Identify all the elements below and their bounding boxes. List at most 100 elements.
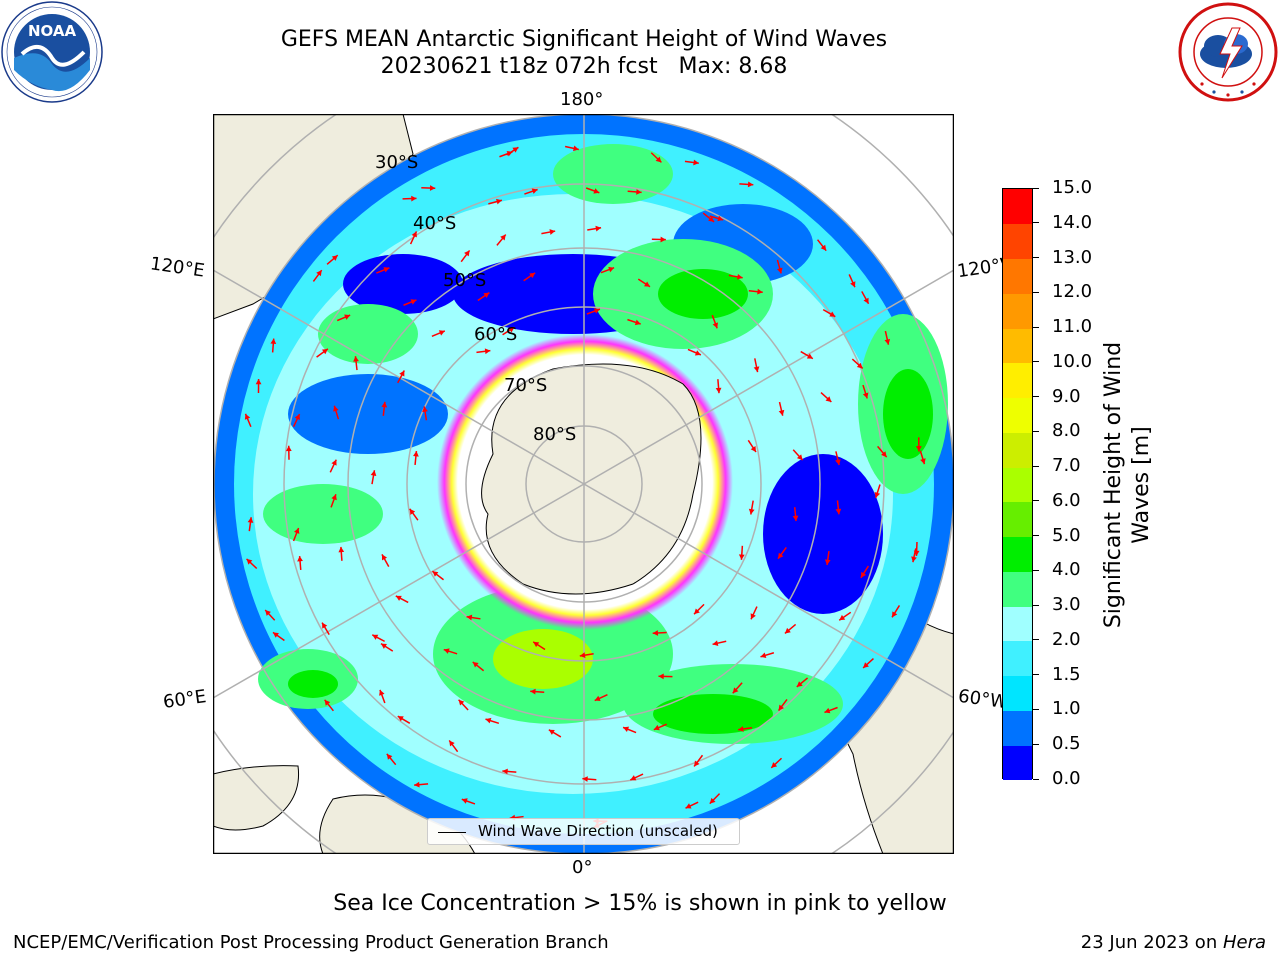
colorbar-tick-label: 15.0 [1052, 177, 1093, 198]
lon-label-120e: 120°E [148, 253, 206, 282]
wind-wave-arrow [835, 500, 842, 515]
colorbar-label: Significant Height of Wind Waves [m] [1100, 275, 1156, 695]
wind-wave-arrow [739, 181, 754, 188]
wind-wave-arrow [524, 188, 538, 195]
wind-wave-arrow [776, 259, 783, 274]
colorbar-tick [1033, 465, 1039, 467]
wind-wave-arrow [458, 699, 469, 711]
wind-wave-arrow [485, 717, 500, 725]
wind-wave-arrow [548, 729, 562, 738]
wind-wave-arrow [824, 706, 838, 714]
wind-wave-arrow [630, 773, 644, 781]
wind-wave-arrow [738, 545, 745, 560]
wind-wave-arrow [877, 445, 888, 458]
wind-wave-arrow [796, 677, 809, 688]
legend-line-icon [438, 832, 466, 833]
colorbar-segment [1003, 606, 1032, 642]
wind-wave-arrow [326, 254, 339, 265]
wind-wave-arrow [728, 274, 743, 280]
lon-label-180: 180° [560, 89, 604, 110]
colorbar-tick [1033, 639, 1039, 641]
colorbar-tick [1033, 569, 1039, 571]
wind-wave-arrow [488, 198, 503, 205]
wind-wave-arrow [737, 726, 753, 732]
colorbar-segment [1003, 328, 1032, 364]
wind-wave-arrow [715, 379, 722, 394]
colorbar-tick [1033, 604, 1039, 606]
wind-wave-arrow [292, 413, 301, 428]
wind-wave-arrow [861, 291, 870, 305]
wind-wave-arrow [684, 159, 699, 166]
colorbar-tick [1033, 708, 1039, 710]
wind-wave-arrow [792, 507, 799, 522]
wind-wave-arrow [919, 450, 926, 465]
colorbar-segment [1003, 640, 1032, 677]
wind-wave-arrow [409, 231, 418, 245]
colorbar-tick [1033, 257, 1039, 259]
colorbar-tick-label: 3.0 [1052, 594, 1081, 616]
wind-wave-arrow [748, 500, 755, 515]
wind-wave-arrow [860, 565, 870, 579]
wind-wave-arrow [247, 517, 254, 532]
wind-wave-arrow [333, 405, 340, 420]
lon-label-60e: 60°E [161, 686, 208, 713]
colorbar-tick-label: 1.5 [1052, 663, 1081, 685]
wind-wave-arrow [770, 757, 783, 769]
map-legend: Wind Wave Direction (unscaled) [427, 818, 740, 845]
wind-wave-arrow [338, 546, 345, 561]
colorbar-segment [1003, 432, 1032, 468]
wind-wave-arrow [461, 798, 476, 805]
colorbar-tick-label: 9.0 [1052, 385, 1081, 407]
wind-wave-arrow [329, 459, 337, 473]
colorbar-tick [1033, 396, 1039, 398]
wind-wave-arrow [403, 299, 417, 306]
wind-wave-arrow [381, 553, 390, 567]
wind-wave-arrow [627, 318, 641, 326]
wind-wave-arrow [693, 603, 705, 615]
wind-wave-arrow [244, 413, 252, 428]
wind-wave-arrow [585, 187, 600, 194]
colorbar-segment [1003, 397, 1032, 433]
wind-wave-arrow [421, 185, 436, 191]
wind-wave-arrow [784, 623, 797, 635]
colorbar-segment [1003, 467, 1032, 503]
wind-wave-arrow [414, 781, 429, 788]
wind-wave-arrow [316, 348, 329, 358]
wind-wave-arrow [702, 212, 715, 223]
wind-wave-arrow [874, 484, 881, 499]
wind-wave-arrow [379, 689, 386, 704]
wind-wave-arrow [370, 470, 377, 485]
legend-label: Wind Wave Direction (unscaled) [478, 822, 718, 840]
colorbar-tick-label: 0.0 [1052, 768, 1081, 789]
footer-credit: NCEP/EMC/Verification Post Processing Pr… [13, 932, 609, 953]
sea-ice-footnote: Sea Ice Concentration > 15% is shown in … [333, 891, 947, 916]
wind-wave-arrow [915, 437, 922, 452]
wind-wave-arrow [397, 715, 411, 724]
lat-label-80s: 80°S [533, 424, 577, 445]
wind-wave-arrow [472, 661, 485, 672]
colorbar-tick [1033, 535, 1039, 537]
wind-wave-arrow [820, 392, 832, 403]
colorbar-tick-label: 10.0 [1052, 350, 1093, 372]
wind-wave-arrow [862, 384, 869, 399]
wind-wave-arrow [246, 558, 258, 570]
wind-wave-arrow [651, 236, 666, 243]
wind-wave-arrow [778, 401, 785, 416]
colorbar [1002, 188, 1033, 781]
wind-wave-arrow [652, 630, 667, 636]
wind-wave-arrow [777, 546, 787, 560]
colorbar-tick [1033, 674, 1039, 676]
colorbar-label-line2: Waves [m] [1129, 426, 1154, 544]
wind-wave-arrow [321, 622, 330, 636]
wind-wave-arrow [431, 330, 446, 338]
chart-subtitle: 20230621 t18z 072h fcst Max: 8.68 [380, 54, 788, 79]
wind-wave-arrow [732, 682, 743, 694]
colorbar-tick [1033, 778, 1039, 780]
wind-wave-arrow [712, 640, 727, 646]
wind-wave-arrow [395, 595, 409, 604]
wind-wave-arrow [891, 605, 901, 618]
wind-wave-arrow [264, 609, 276, 621]
colorbar-tick-label: 0.5 [1052, 733, 1081, 755]
colorbar-tick-label: 1.0 [1052, 698, 1081, 720]
colorbar-segment [1003, 501, 1032, 538]
